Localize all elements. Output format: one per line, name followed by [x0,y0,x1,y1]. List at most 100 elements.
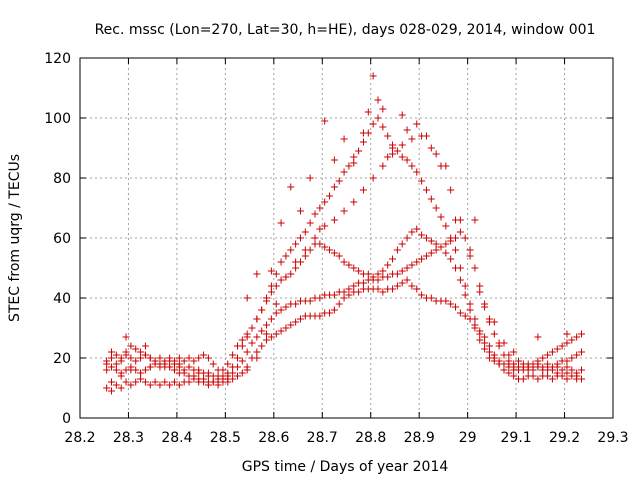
data-point-marker [379,288,387,296]
data-point-marker [505,351,513,359]
data-point-marker [137,369,145,377]
x-tick-label: 28.4 [161,430,192,446]
data-point-marker [180,357,188,365]
data-point-marker [321,117,329,125]
data-point-marker [519,375,527,383]
data-point-marker [563,363,571,371]
data-point-marker [447,234,455,242]
data-point-marker [321,222,329,230]
data-point-marker [345,261,353,269]
data-point-marker [238,336,246,344]
data-point-marker [277,276,285,284]
data-point-marker [432,240,440,248]
data-point-marker [437,243,445,251]
data-point-marker [141,366,149,374]
data-point-marker [233,354,241,362]
data-point-marker [563,375,571,383]
y-tick-label: 60 [53,231,71,247]
data-point-marker [578,330,586,338]
data-point-marker [427,144,435,152]
data-point-marker [330,249,338,257]
data-point-marker [355,288,363,296]
data-point-marker [243,366,251,374]
data-point-marker [321,243,329,251]
data-point-marker [573,333,581,341]
data-point-marker [316,312,324,320]
x-axis-label: GPS time / Days of year 2014 [242,459,449,475]
data-point-marker [374,270,382,278]
data-point-marker [442,297,450,305]
data-point-marker [141,342,149,350]
data-point-marker [248,339,256,347]
data-point-marker [103,360,111,368]
data-point-marker [263,336,271,344]
data-point-marker [578,348,586,356]
data-point-marker [456,264,464,272]
data-point-marker [456,309,464,317]
data-point-marker [471,264,479,272]
data-point-marker [326,192,334,200]
data-point-marker [374,285,382,293]
data-point-marker [413,225,421,233]
data-point-marker [534,357,542,365]
data-point-marker [253,354,261,362]
x-tick-label: 29.3 [597,430,628,446]
data-point-marker [292,258,300,266]
data-point-marker [238,369,246,377]
data-point-marker [510,372,518,380]
data-point-marker [292,264,300,272]
data-point-marker [524,360,532,368]
data-point-marker [107,378,115,386]
data-point-marker [408,261,416,269]
data-point-marker [253,348,261,356]
data-point-marker [422,132,430,140]
data-point-marker [563,339,571,347]
data-point-marker [209,360,217,368]
data-point-marker [398,153,406,161]
data-point-marker [573,351,581,359]
data-point-marker [534,333,542,341]
data-point-marker [243,333,251,341]
data-point-marker [137,348,145,356]
data-point-marker [490,318,498,326]
data-point-marker [258,327,266,335]
data-point-marker [544,372,552,380]
data-point-marker [272,270,280,278]
data-point-marker [316,225,324,233]
data-point-marker [413,258,421,266]
data-point-marker [103,366,111,374]
data-point-marker [137,375,145,383]
data-point-marker [180,369,188,377]
data-point-marker [214,378,222,386]
data-point-marker [393,246,401,254]
data-point-marker [238,357,246,365]
data-point-marker [103,384,111,392]
data-point-marker [350,198,358,206]
data-point-marker [393,282,401,290]
data-point-marker [490,330,498,338]
data-point-marker [146,363,154,371]
data-points [103,72,586,395]
data-point-marker [452,303,460,311]
data-point-marker [127,381,135,389]
data-point-marker [427,237,435,245]
x-tick-label: 28.3 [113,430,144,446]
data-point-marker [122,333,130,341]
data-point-marker [563,330,571,338]
data-point-marker [500,366,508,374]
data-point-marker [403,264,411,272]
data-point-marker [185,363,193,371]
data-point-marker [330,216,338,224]
data-point-marker [461,291,469,299]
data-point-marker [558,372,566,380]
data-point-marker [287,270,295,278]
data-point-marker [175,354,183,362]
data-point-marker [127,354,135,362]
data-point-marker [442,162,450,170]
data-point-marker [267,282,275,290]
data-point-marker [442,222,450,230]
data-point-marker [369,72,377,80]
data-point-marker [238,342,246,350]
data-point-marker [544,366,552,374]
